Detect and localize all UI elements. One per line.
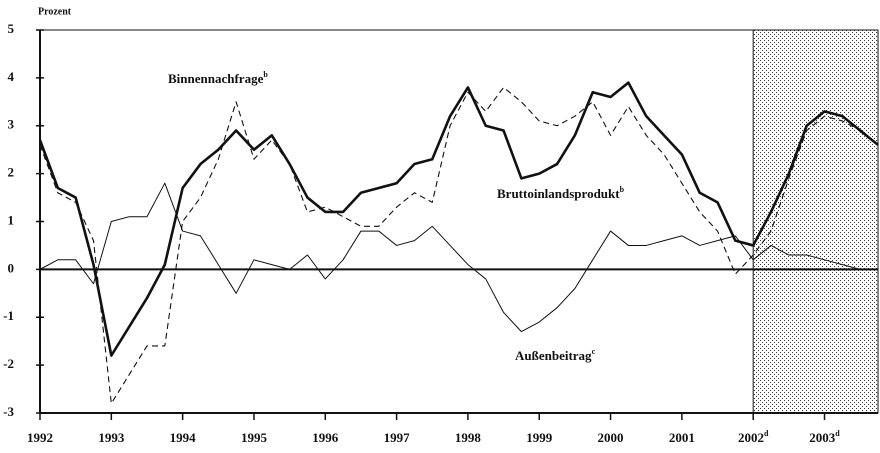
x-tick-note: d — [764, 429, 769, 438]
x-tick-value: 1995 — [241, 430, 268, 445]
x-tick-label: 1999 — [526, 430, 553, 445]
x-tick-value: 1993 — [98, 430, 125, 445]
x-tick-value: 2003 — [809, 430, 836, 445]
x-tick-value: 1992 — [27, 430, 53, 445]
x-tick-value: 1996 — [312, 430, 339, 445]
x-tick-label: 2003d — [809, 429, 840, 445]
x-tick-label: 1992 — [27, 430, 53, 445]
x-tick-value: 2002 — [738, 430, 764, 445]
series-line — [38, 81, 879, 357]
y-tick-label: -2 — [3, 356, 14, 371]
x-tick-label: 2001 — [669, 430, 695, 445]
y-tick-label: 2 — [8, 165, 15, 180]
x-tick-label: 1995 — [241, 430, 268, 445]
x-tick-label: 1997 — [384, 430, 411, 445]
x-tick-value: 1994 — [170, 430, 197, 445]
series-name: Binnennachfrage — [168, 71, 264, 86]
x-tick-value: 2000 — [598, 430, 624, 445]
series-note: c — [592, 347, 596, 356]
x-tick-value: 1997 — [384, 430, 411, 445]
y-tick-label: -3 — [3, 404, 14, 419]
series-label: Binnennachfrageb — [168, 70, 268, 86]
x-tick-label: 1998 — [455, 430, 482, 445]
x-tick-label: 2002d — [738, 429, 769, 445]
series-note: b — [263, 70, 268, 79]
x-tick-label: 1996 — [312, 430, 339, 445]
x-tick-value: 1999 — [526, 430, 553, 445]
series-label: Außenbeitragc — [515, 347, 596, 363]
series-name: Außenbeitrag — [515, 348, 592, 363]
x-tick-value: 2001 — [669, 430, 695, 445]
y-tick-label: 4 — [8, 69, 15, 84]
series-name: Bruttoinlandsprodukt — [497, 186, 620, 201]
x-tick-note: d — [835, 429, 840, 438]
x-tick-label: 2000 — [598, 430, 624, 445]
y-tick-label: 3 — [8, 117, 15, 132]
x-tick-value: 1998 — [455, 430, 482, 445]
x-tick-label: 1994 — [170, 430, 197, 445]
series-line — [39, 86, 879, 404]
y-tick-label: -1 — [3, 308, 14, 323]
x-tick-label: 1993 — [98, 430, 125, 445]
series-line — [39, 182, 878, 333]
series-note: b — [620, 185, 625, 194]
forecast-shade — [752, 29, 879, 414]
series-label: Bruttoinlandsproduktb — [497, 185, 625, 201]
y-tick-label: 0 — [8, 260, 15, 275]
axis-title: Prozent — [38, 6, 72, 17]
y-tick-label: 1 — [8, 212, 15, 227]
y-tick-label: 5 — [8, 21, 15, 36]
